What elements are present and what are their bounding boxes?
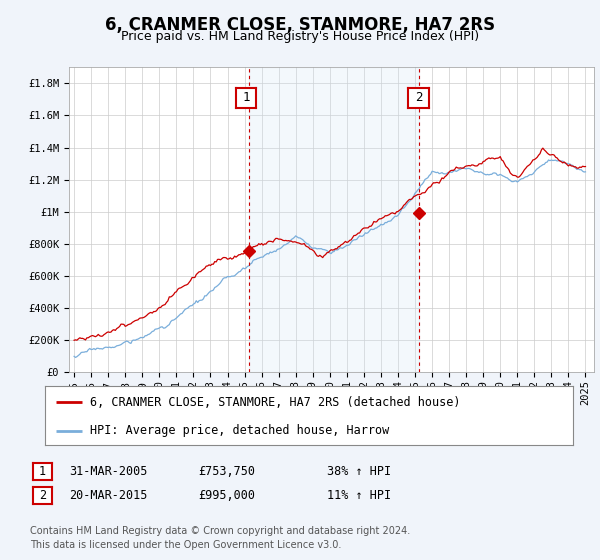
Text: HPI: Average price, detached house, Harrow: HPI: Average price, detached house, Harr… <box>90 424 389 437</box>
Text: 6, CRANMER CLOSE, STANMORE, HA7 2RS: 6, CRANMER CLOSE, STANMORE, HA7 2RS <box>105 16 495 34</box>
Text: 11% ↑ HPI: 11% ↑ HPI <box>327 489 391 502</box>
Text: 1: 1 <box>39 465 46 478</box>
Text: 38% ↑ HPI: 38% ↑ HPI <box>327 465 391 478</box>
Text: 2: 2 <box>415 91 422 105</box>
Bar <box>249 67 419 372</box>
Text: £995,000: £995,000 <box>198 489 255 502</box>
Text: Price paid vs. HM Land Registry's House Price Index (HPI): Price paid vs. HM Land Registry's House … <box>121 30 479 43</box>
Text: 2: 2 <box>39 489 46 502</box>
Text: 6, CRANMER CLOSE, STANMORE, HA7 2RS (detached house): 6, CRANMER CLOSE, STANMORE, HA7 2RS (det… <box>90 396 460 409</box>
Text: 31-MAR-2005: 31-MAR-2005 <box>69 465 148 478</box>
Text: Contains HM Land Registry data © Crown copyright and database right 2024.
This d: Contains HM Land Registry data © Crown c… <box>30 526 410 550</box>
Text: 20-MAR-2015: 20-MAR-2015 <box>69 489 148 502</box>
Text: £753,750: £753,750 <box>198 465 255 478</box>
Text: 1: 1 <box>242 91 250 105</box>
